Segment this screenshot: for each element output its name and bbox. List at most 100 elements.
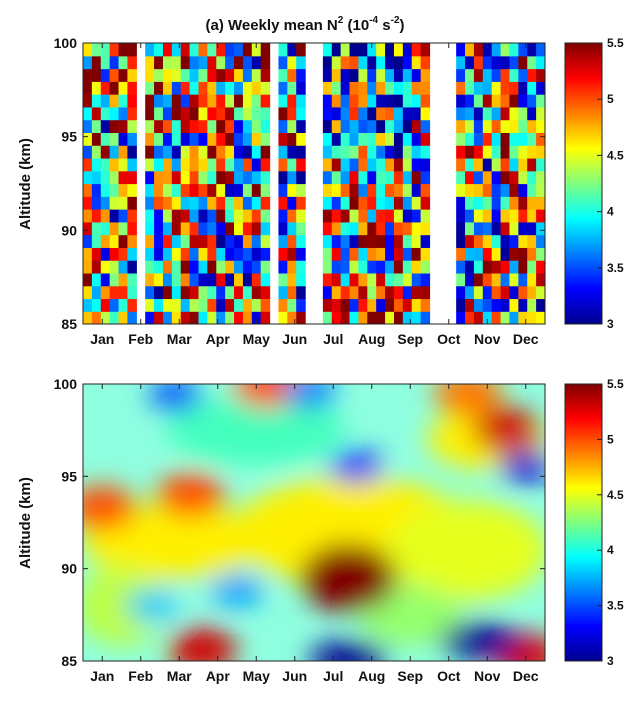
weekly-cell	[500, 196, 511, 210]
weekly-cell	[358, 272, 368, 287]
weekly-cell	[154, 260, 164, 274]
weekly-cell	[154, 106, 164, 121]
weekly-cell	[118, 170, 129, 185]
weekly-cell	[198, 221, 208, 236]
weekly-cell	[109, 132, 120, 146]
weekly-cell	[473, 68, 484, 82]
weekly-cell	[162, 119, 173, 134]
weekly-cell	[83, 157, 93, 172]
weekly-cell	[154, 247, 164, 261]
weekly-cell	[500, 68, 511, 82]
weekly-cell	[171, 170, 182, 185]
weekly-cell	[171, 298, 182, 312]
weekly-cell	[465, 285, 475, 300]
weekly-cell	[473, 170, 484, 185]
weekly-cell	[518, 119, 528, 134]
x-tick-label: Oct	[437, 668, 461, 684]
weekly-cell	[500, 94, 511, 108]
weekly-cell	[402, 183, 413, 197]
weekly-cell	[465, 209, 475, 223]
weekly-cell	[242, 157, 253, 172]
weekly-cell	[180, 311, 191, 324]
weekly-cell	[83, 260, 93, 274]
x-tick-label: Sep	[397, 668, 423, 684]
weekly-cell	[411, 43, 422, 57]
weekly-cell	[198, 119, 208, 134]
weekly-cell	[171, 157, 182, 172]
weekly-cell	[109, 145, 120, 159]
weekly-cell	[411, 221, 422, 236]
weekly-cell	[376, 43, 386, 57]
weekly-cell	[322, 183, 333, 197]
weekly-cell	[154, 170, 164, 185]
weekly-cell	[207, 81, 217, 95]
weekly-cell	[331, 119, 342, 134]
weekly-cell	[251, 311, 262, 324]
weekly-cell	[536, 106, 545, 121]
weekly-cell	[367, 272, 377, 287]
weekly-cell	[500, 221, 511, 236]
weekly-cell	[118, 221, 129, 236]
weekly-cell	[465, 272, 475, 287]
weekly-cell	[491, 196, 502, 210]
weekly-cell	[527, 43, 537, 57]
weekly-cell	[473, 119, 484, 134]
weekly-cell	[518, 170, 528, 185]
weekly-cell	[296, 170, 306, 185]
weekly-cell	[358, 221, 368, 236]
x-tick-label: Dec	[513, 668, 539, 684]
weekly-cell	[509, 170, 519, 185]
weekly-cell	[491, 272, 502, 287]
weekly-cell	[322, 272, 333, 287]
weekly-cell	[180, 183, 191, 197]
weekly-cell	[216, 234, 226, 248]
weekly-cell	[482, 196, 493, 210]
x-tick-label: Jan	[90, 331, 114, 347]
weekly-cell	[322, 234, 333, 248]
weekly-cell	[367, 183, 377, 197]
weekly-cell	[251, 43, 262, 57]
weekly-cell	[509, 272, 519, 287]
weekly-cell	[251, 272, 262, 287]
weekly-cell	[251, 81, 262, 95]
weekly-cell	[420, 119, 431, 134]
weekly-cell	[260, 298, 271, 312]
weekly-cell	[536, 145, 545, 159]
weekly-cell	[322, 260, 333, 274]
field-minimum	[499, 451, 545, 484]
weekly-cell	[189, 132, 200, 146]
weekly-cell	[109, 43, 120, 57]
weekly-cell	[91, 285, 102, 300]
weekly-cell	[402, 298, 413, 312]
weekly-cell	[367, 106, 377, 121]
weekly-cell	[491, 132, 502, 146]
weekly-cell	[420, 298, 431, 312]
weekly-cell	[278, 132, 288, 146]
weekly-cell	[251, 209, 262, 223]
weekly-cell	[527, 311, 537, 324]
weekly-cell	[260, 196, 271, 210]
weekly-cell	[180, 234, 191, 248]
panel-a-y-ticks: 85 90 95 100	[54, 35, 545, 332]
weekly-cell	[251, 183, 262, 197]
weekly-cell	[411, 94, 422, 108]
weekly-cell	[482, 132, 493, 146]
weekly-cell	[198, 298, 208, 312]
weekly-cell	[296, 260, 306, 274]
weekly-cell	[465, 298, 475, 312]
weekly-cell	[287, 132, 297, 146]
weekly-cell	[109, 234, 120, 248]
weekly-cell	[154, 94, 164, 108]
weekly-cell	[473, 234, 484, 248]
weekly-cell	[473, 157, 484, 172]
x-tick-label: Mar	[167, 331, 192, 347]
weekly-cell	[393, 81, 404, 95]
weekly-cell	[393, 285, 404, 300]
weekly-cell	[189, 260, 200, 274]
weekly-cell	[287, 145, 297, 159]
weekly-cell	[349, 81, 360, 95]
weekly-cell	[358, 209, 368, 223]
x-tick-label: Jul	[323, 331, 343, 347]
weekly-cell	[393, 43, 404, 57]
weekly-cell	[465, 68, 475, 82]
